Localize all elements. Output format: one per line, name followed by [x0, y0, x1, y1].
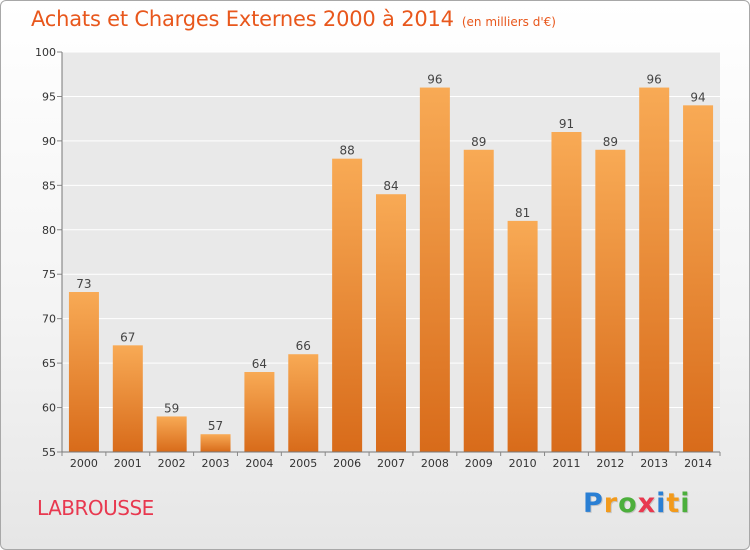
bar-2013 [639, 87, 670, 453]
value-label-2004: 64 [252, 357, 267, 371]
value-label-2007: 84 [383, 179, 398, 193]
x-tick-label-2014: 2014 [684, 457, 712, 470]
value-label-2006: 88 [339, 144, 354, 158]
commune-name: LABROUSSE [37, 496, 154, 520]
bar-2001 [112, 345, 143, 452]
bar-2006 [332, 158, 363, 452]
y-tick-label: 80 [42, 224, 56, 237]
bar-2005 [288, 354, 319, 452]
bar-2012 [595, 149, 626, 452]
x-tick-labels: 2000 2001 2002 2003 2004 2005 2006 2007 2008 2009… [61, 452, 721, 470]
x-tick-label-2000: 2000 [70, 457, 98, 470]
y-tick-label: 60 [42, 402, 56, 415]
value-label-2003: 57 [208, 419, 223, 433]
x-tick-label-2004: 2004 [245, 457, 273, 470]
x-tick-label-2007: 2007 [377, 457, 405, 470]
y-tick-label: 90 [42, 135, 56, 148]
chart-title-text: Achats et Charges Externes 2000 à 2014 [31, 7, 454, 31]
y-tick-labels: 55 60 65 70 75 80 85 90 95 100 [35, 46, 56, 459]
x-tick-label-2003: 2003 [202, 457, 230, 470]
value-label-2001: 67 [120, 330, 135, 344]
chart-title: Achats et Charges Externes 2000 à 2014 (e… [31, 7, 556, 31]
bar-2004 [244, 372, 275, 452]
bar-2000 [68, 292, 99, 452]
y-tick-label: 95 [42, 90, 56, 103]
x-tick-label-2009: 2009 [465, 457, 493, 470]
axes [61, 52, 720, 453]
value-label-2011: 91 [559, 117, 574, 131]
y-tick-label: 85 [42, 179, 56, 192]
x-tick-label-2005: 2005 [289, 457, 317, 470]
bar-2010 [507, 220, 538, 452]
value-label-2005: 66 [296, 339, 311, 353]
value-label-2010: 81 [515, 206, 530, 220]
x-tick-label-2013: 2013 [640, 457, 668, 470]
x-tick-label-2001: 2001 [114, 457, 142, 470]
bar-2002 [156, 416, 187, 452]
bar-2011 [551, 132, 582, 452]
y-tick-label: 75 [42, 268, 56, 281]
value-label-2008: 96 [427, 73, 442, 87]
value-label-2002: 59 [164, 401, 179, 415]
x-tick-label-2008: 2008 [421, 457, 449, 470]
bar-2014 [683, 105, 714, 452]
value-label-2013: 96 [647, 73, 662, 87]
value-label-2014: 94 [690, 90, 705, 104]
x-tick-label-2012: 2012 [596, 457, 624, 470]
value-labels: 73 67 59 57 64 66 88 84 96 89 81 91 89 96 94 [76, 73, 705, 434]
value-label-2012: 89 [603, 135, 618, 149]
proxiti-logo: Proxiti [583, 488, 691, 519]
x-tick-label-2010: 2010 [509, 457, 537, 470]
bar-2008 [419, 87, 450, 453]
bar-2003 [200, 434, 231, 452]
y-tick-label: 65 [42, 357, 56, 370]
y-tick-label: 70 [42, 313, 56, 326]
bar-2007 [376, 194, 406, 452]
bar-2009 [463, 149, 494, 452]
chart-subtitle: (en milliers d'€) [461, 15, 556, 29]
x-tick-label-2006: 2006 [333, 457, 361, 470]
x-tick-label-2002: 2002 [158, 457, 186, 470]
bars [68, 87, 714, 453]
value-label-2009: 89 [471, 135, 486, 149]
y-tick-label: 100 [35, 46, 56, 59]
value-label-2000: 73 [76, 277, 91, 291]
y-tick-label: 55 [42, 446, 56, 459]
x-tick-label-2011: 2011 [552, 457, 580, 470]
